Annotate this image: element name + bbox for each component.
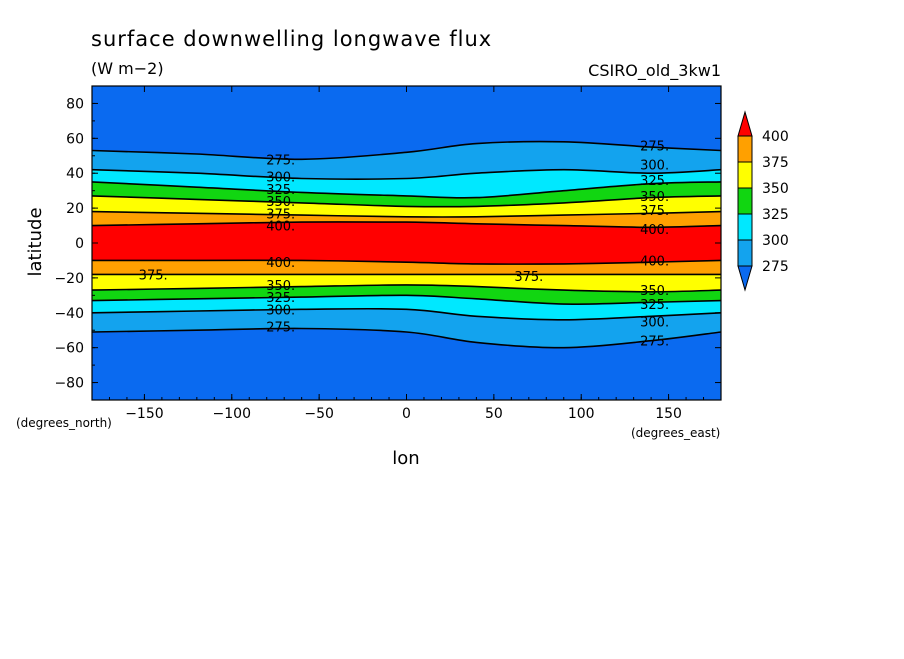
colorbar-swatch bbox=[737, 239, 753, 267]
contour-label: 400. bbox=[640, 254, 669, 269]
y-unit-label: (degrees_north) bbox=[16, 416, 112, 430]
colorbar-swatch bbox=[737, 135, 753, 163]
contour-label: 325. bbox=[266, 291, 295, 306]
contour-label: 300. bbox=[640, 316, 669, 331]
contour-line-north-325 bbox=[92, 181, 721, 199]
y-tick-label: 60 bbox=[66, 131, 84, 147]
contour-label: 350. bbox=[266, 279, 295, 294]
plot-area: 275.300.325.350.375.400.400.350.325.300.… bbox=[91, 85, 722, 401]
chart-units: (W m−2) bbox=[91, 59, 164, 78]
contour-label: 350. bbox=[640, 284, 669, 299]
x-unit-label: (degrees_east) bbox=[631, 426, 720, 440]
x-tick-label: 50 bbox=[485, 406, 503, 422]
chart-title: surface downwelling longwave flux bbox=[91, 27, 492, 51]
colorbar-label: 300 bbox=[762, 233, 789, 249]
colorbar-arrow-top bbox=[737, 110, 753, 137]
contour-line-south-325 bbox=[92, 294, 721, 305]
colorbar-label: 400 bbox=[762, 129, 789, 145]
colorbar-arrow-bottom bbox=[737, 265, 753, 292]
x-tick-label: 150 bbox=[655, 406, 682, 422]
contour-label: 375. bbox=[640, 204, 669, 219]
contour-label: 400. bbox=[266, 220, 295, 235]
contour-label: 300. bbox=[266, 171, 295, 186]
x-tick-label: −100 bbox=[213, 406, 251, 422]
contour-label: 375. bbox=[514, 270, 543, 285]
contour-labels: 275.300.325.350.375.400.400.350.325.300.… bbox=[139, 139, 669, 349]
contour-label: 325. bbox=[640, 298, 669, 313]
contour-label: 275. bbox=[640, 139, 669, 154]
plot-fills bbox=[92, 86, 721, 400]
x-tick-label: −150 bbox=[125, 406, 163, 422]
x-tick-label: 0 bbox=[402, 406, 411, 422]
contour-line-north-350 bbox=[92, 195, 721, 208]
contour-label: 275. bbox=[266, 321, 295, 336]
y-tick-label: −40 bbox=[54, 306, 84, 322]
colorbar-label: 375 bbox=[762, 155, 789, 171]
colorbar-swatch bbox=[737, 187, 753, 215]
contour-label: 275. bbox=[266, 153, 295, 168]
y-axis-label: latitude bbox=[25, 207, 46, 276]
band-north-400 bbox=[92, 221, 721, 243]
y-tick-label: 20 bbox=[66, 201, 84, 217]
contour-label: 375. bbox=[139, 268, 168, 283]
contour-label: 375. bbox=[266, 207, 295, 222]
contour-label: 325. bbox=[640, 174, 669, 189]
contour-line-north-275 bbox=[92, 140, 721, 161]
contour-label: 350. bbox=[266, 195, 295, 210]
colorbar-swatch bbox=[737, 213, 753, 241]
y-tick-label: 0 bbox=[75, 236, 84, 252]
contour-label: 300. bbox=[266, 303, 295, 318]
colorbar: 400 375 350 325 300 275 bbox=[737, 110, 789, 292]
contour-line-north-375 bbox=[92, 210, 721, 218]
colorbar-label: 275 bbox=[762, 259, 789, 275]
x-tick-label: −50 bbox=[304, 406, 334, 422]
colorbar-label: 350 bbox=[762, 181, 789, 197]
y-tick-label: 80 bbox=[66, 96, 84, 112]
contour-label: 400. bbox=[640, 223, 669, 238]
colorbar-swatch bbox=[737, 161, 753, 189]
y-axis-ticks: 80 60 40 20 0 −20 −40 −60 −80 bbox=[54, 85, 721, 401]
contour-line-north-400 bbox=[92, 221, 721, 229]
x-axis-ticks: −150 −100 −50 0 50 100 150 bbox=[108, 86, 705, 422]
contour-label: 350. bbox=[640, 190, 669, 205]
contour-line-south-400 bbox=[92, 259, 721, 265]
y-tick-label: −80 bbox=[54, 376, 84, 392]
contour-label: 325. bbox=[266, 183, 295, 198]
contour-line-south-350 bbox=[92, 284, 721, 293]
contour-label: 300. bbox=[640, 159, 669, 174]
contour-line-south-300 bbox=[92, 307, 721, 321]
model-label: CSIRO_old_3kw1 bbox=[588, 61, 721, 81]
contour-label: 400. bbox=[266, 256, 295, 271]
contour-line-south-275 bbox=[92, 327, 721, 349]
contour-line-north-300 bbox=[92, 168, 721, 180]
band-south-400 bbox=[92, 243, 721, 265]
y-tick-label: −20 bbox=[54, 271, 84, 287]
colorbar-label: 325 bbox=[762, 207, 789, 223]
y-tick-label: −60 bbox=[54, 341, 84, 357]
x-tick-label: 100 bbox=[568, 406, 595, 422]
y-tick-label: 40 bbox=[66, 166, 84, 182]
x-axis-label: lon bbox=[392, 448, 419, 469]
contour-label: 275. bbox=[640, 335, 669, 350]
